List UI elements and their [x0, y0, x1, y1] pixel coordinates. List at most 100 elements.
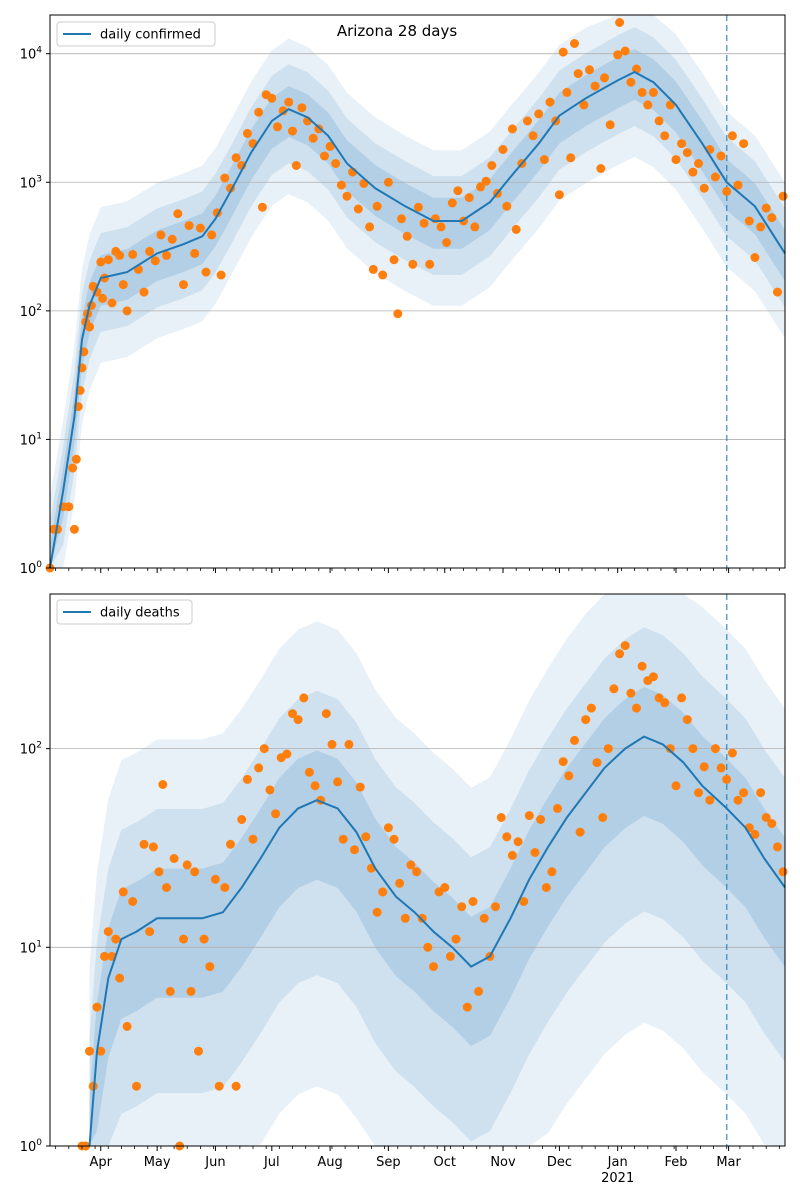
- confirmed-data-point: [162, 250, 171, 260]
- confirmed-data-point: [393, 309, 403, 319]
- confirmed-data-point: [308, 133, 318, 143]
- deaths-data-point: [182, 860, 192, 870]
- deaths-data-point: [372, 907, 382, 917]
- confirmed-data-point: [442, 238, 452, 247]
- deaths-data-point: [502, 832, 512, 842]
- confirmed-y-tick-label: 103: [20, 174, 42, 191]
- deaths-data-point: [148, 842, 158, 852]
- confirmed-data-point: [502, 201, 512, 211]
- confirmed-data-point: [64, 502, 74, 512]
- deaths-data-point: [327, 739, 337, 749]
- confirmed-data-point: [118, 280, 128, 290]
- confirmed-data-point: [739, 139, 749, 149]
- deaths-data-point: [242, 774, 252, 784]
- deaths-y-tick-label: 102: [20, 741, 42, 758]
- confirmed-trend-path: [49, 70, 786, 569]
- confirmed-data-point: [242, 128, 252, 138]
- confirmed-data-point: [487, 161, 497, 170]
- confirmed-data-point: [195, 223, 205, 233]
- confirmed-data-point: [103, 255, 113, 265]
- confirmed-data-point: [353, 204, 363, 214]
- confirmed-data-point: [402, 231, 412, 241]
- deaths-data-point: [429, 962, 438, 972]
- x-tick-label-month: May: [144, 1155, 171, 1170]
- deaths-data-point: [162, 883, 171, 892]
- deaths-data-point: [626, 688, 636, 698]
- deaths-data-point: [564, 771, 574, 781]
- deaths-data-point: [507, 850, 517, 860]
- confirmed-data-point: [528, 131, 538, 141]
- confirmed-data-point: [257, 202, 267, 212]
- deaths-data-point: [575, 827, 585, 837]
- deaths-data-point: [350, 845, 359, 855]
- confirmed-axes-frame: [49, 14, 786, 569]
- confirmed-data-point: [585, 65, 594, 75]
- x-tick-label-month: Sep: [376, 1155, 401, 1170]
- deaths-data-point: [592, 758, 602, 768]
- deaths-data-point: [321, 709, 331, 719]
- deaths-data-point: [553, 803, 562, 813]
- confirmed-data-point: [539, 155, 549, 165]
- confirmed-data-point: [470, 222, 480, 232]
- deaths-data-point: [186, 986, 196, 996]
- confirmed-x-axis: [55, 568, 780, 573]
- confirmed-data-point: [297, 103, 307, 113]
- deaths-y-tick-label: 101: [20, 939, 42, 956]
- deaths-data-point: [671, 781, 681, 791]
- deaths-legend-label: daily deaths: [100, 606, 180, 621]
- confirmed-data-point: [558, 47, 568, 57]
- deaths-data-point: [210, 874, 220, 884]
- deaths-data-point: [293, 715, 303, 725]
- deaths-data-point: [609, 684, 619, 694]
- confirmed-data-point: [190, 248, 200, 258]
- deaths-data-point: [530, 848, 540, 857]
- confirmed-data-point: [688, 167, 698, 177]
- x-tick-label-month: Jan: [607, 1155, 628, 1170]
- deaths-data-point: [96, 1046, 106, 1056]
- deaths-trend-line: [88, 735, 786, 1147]
- confirmed-data-point: [173, 209, 183, 219]
- confirmed-data-point: [419, 218, 429, 228]
- confirmed-data-point: [756, 222, 766, 232]
- confirmed-data-point: [507, 124, 517, 134]
- deaths-data-point: [128, 897, 138, 906]
- deaths-data-point: [85, 1046, 94, 1056]
- confirmed-data-point: [207, 230, 217, 240]
- deaths-data-point: [451, 934, 461, 944]
- confirmed-data-point: [671, 155, 681, 165]
- deaths-data-point: [100, 951, 109, 961]
- confirmed-data-point: [372, 201, 382, 211]
- deaths-data-point: [536, 815, 546, 824]
- confirmed-data-point: [447, 198, 457, 208]
- deaths-data-point: [355, 782, 365, 792]
- confirmed-data-point: [545, 97, 555, 107]
- deaths-data-point: [445, 951, 455, 961]
- confirmed-data-point: [184, 221, 194, 231]
- deaths-data-point: [344, 739, 354, 749]
- deaths-x-axis: Apr May Jun Jul Aug Sep Oct Nov Dec Jan Feb Mar 2021: [55, 1146, 780, 1186]
- confirmed-panel: 100 101 102 103 104 daily confirmed Arizona …: [20, 14, 788, 577]
- confirmed-data-point: [278, 106, 288, 116]
- deaths-data-point: [694, 788, 703, 798]
- confirmed-data-point: [122, 306, 132, 316]
- confirmed-data-point: [98, 293, 108, 303]
- deaths-band-3: [89, 686, 785, 1146]
- confirmed-data-point: [643, 100, 653, 110]
- deaths-data-point: [716, 763, 726, 773]
- deaths-band-2: [89, 627, 785, 1146]
- deaths-data-point: [648, 672, 658, 682]
- x-tick-label-month: Jun: [204, 1155, 225, 1170]
- deaths-data-point: [699, 762, 709, 772]
- deaths-data-point: [288, 709, 297, 719]
- deaths-data-point: [733, 795, 743, 805]
- deaths-data-point: [118, 887, 128, 897]
- confirmed-data-point: [254, 107, 264, 117]
- deaths-uncertainty-bands: [89, 594, 785, 1146]
- confirmed-data-point: [69, 524, 79, 534]
- confirmed-data-point: [648, 87, 658, 97]
- confirmed-data-point: [453, 186, 463, 196]
- confirmed-legend-box: [56, 21, 216, 47]
- x-tick-label-month: Dec: [547, 1155, 572, 1170]
- deaths-data-point: [637, 661, 647, 671]
